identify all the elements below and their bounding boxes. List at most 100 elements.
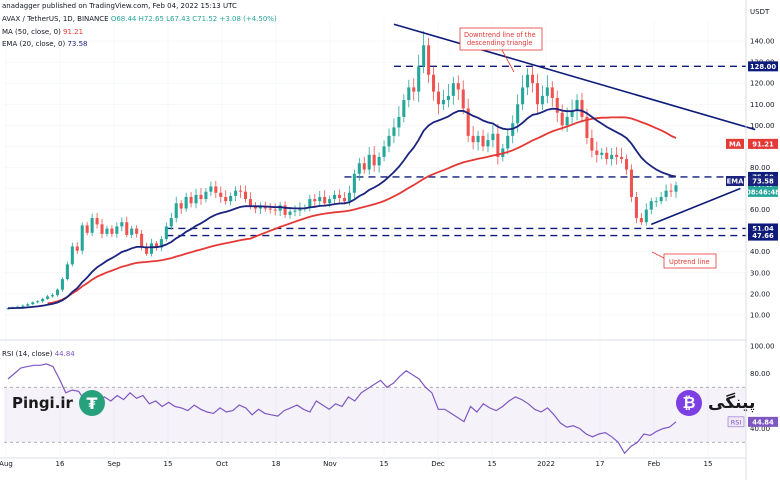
pingi-brand-text: Pingi.ir (12, 394, 73, 412)
candle-body (204, 191, 208, 200)
candle-body (372, 154, 376, 166)
candle-body (466, 108, 470, 136)
time-axis[interactable]: Aug 16 Sep 15 Oct 18 Nov 15 Dec 15 2022 17 Feb 15 (0, 457, 746, 468)
uptrend-callout-pointer (651, 251, 665, 259)
candle-body (575, 100, 579, 111)
candle-body (634, 196, 638, 219)
candle-body (382, 146, 386, 157)
rsi-legend-label: RSI (14, close) (2, 350, 53, 358)
price-label-bg (748, 223, 778, 234)
time-tick-label: Oct (216, 460, 228, 468)
candle-body (649, 201, 653, 210)
candle-body (214, 186, 218, 193)
candle-body (624, 159, 629, 170)
candle-body (362, 163, 366, 170)
candle-body (164, 226, 168, 240)
trend-lines (393, 23, 756, 226)
candle-body (605, 152, 609, 160)
candle-body (580, 100, 584, 117)
candle-body (288, 211, 292, 215)
candle-body (367, 154, 371, 170)
candle-body (451, 83, 455, 96)
candle-body (436, 91, 441, 105)
ohlc-text: O68.44 H72.65 L67.43 C71.52 +3.08 (+4.50… (110, 15, 277, 23)
time-tick-label: 15 (164, 460, 173, 468)
candle-body (461, 89, 465, 109)
candle-body (80, 225, 84, 251)
candle-body (347, 192, 351, 202)
candle-body (209, 186, 213, 192)
publisher-line: anadagger published on TradingView.com, … (2, 2, 237, 10)
bitcoin-icon: ₿ (676, 390, 702, 416)
uptrend-line (650, 187, 741, 226)
candle-body (590, 137, 594, 151)
price-axis[interactable]: 10.0020.0030.0040.0050.0060.0070.0080.00… (726, 0, 780, 480)
candle-body (402, 100, 406, 117)
price-label: 51.04 (752, 225, 774, 233)
price-tick-label: 10.00 (750, 311, 770, 319)
candle-body (441, 100, 445, 105)
candle-body (41, 298, 45, 302)
rsi-band-fill (4, 387, 746, 443)
candle-body (491, 133, 495, 141)
ma-legend-value: 91.21 (63, 28, 84, 36)
candle-body (239, 190, 243, 192)
candle-body (318, 196, 322, 202)
price-tick-label: 110.00 (750, 101, 775, 109)
candle-body (407, 87, 411, 101)
candle-body (36, 301, 40, 303)
grid (4, 20, 746, 456)
time-tick-label: Aug (0, 460, 13, 468)
candle-body (224, 196, 228, 202)
candle-body (397, 116, 401, 128)
candle-body (70, 246, 74, 265)
candle-body (481, 135, 485, 147)
candle-body (219, 192, 223, 197)
candle-body (184, 196, 188, 209)
time-tick-label: 16 (56, 460, 65, 468)
ma-legend[interactable]: MA (50, close, 0) 91.21 (2, 28, 83, 36)
candle-body (610, 154, 614, 160)
candle-body (278, 205, 282, 211)
rsi-tag-bg (727, 416, 745, 428)
symbol-line: AVAX / TetherUS, 1D, BINANCE O68.44 H72.… (2, 15, 277, 23)
candle-body (293, 210, 297, 212)
candle-body (263, 206, 267, 209)
candle-body (516, 104, 520, 124)
time-tick-label: 15 (380, 460, 389, 468)
candle-body (46, 296, 50, 299)
candle-body (427, 45, 431, 75)
candle-body (530, 74, 535, 84)
price-label-bg (726, 138, 744, 149)
price-label-bg (748, 61, 778, 72)
candle-body (659, 196, 663, 202)
rsi-tick-label: 100.00 (750, 343, 775, 351)
candle-body (456, 83, 460, 90)
price-label-bg (748, 186, 778, 197)
time-tick-label: Feb (648, 460, 661, 468)
pingi-brand-fa: ₿ پینگی (676, 390, 755, 416)
rsi-legend[interactable]: RSI (14, close) 44.84 (2, 350, 75, 358)
candle-body (471, 135, 475, 143)
candle-body (570, 110, 574, 117)
candle-body (629, 169, 634, 197)
price-label-bg (748, 230, 778, 241)
ema-legend[interactable]: EMA (20, close, 0) 73.58 (2, 40, 88, 48)
candle-body (194, 194, 198, 204)
candle-body (357, 163, 361, 174)
downtrend-callout-pointer (501, 49, 515, 73)
candle-body (149, 243, 154, 254)
candle-body (125, 222, 129, 235)
candle-body (337, 194, 342, 199)
candle-body (486, 140, 490, 147)
candle-body (169, 218, 173, 227)
candle-body (323, 196, 327, 204)
candle-body (243, 191, 248, 200)
candle-body (248, 199, 252, 206)
price-label: 47.66 (752, 232, 774, 240)
candle-body (540, 95, 544, 105)
candle-body (526, 74, 530, 88)
candle-body (422, 45, 426, 67)
